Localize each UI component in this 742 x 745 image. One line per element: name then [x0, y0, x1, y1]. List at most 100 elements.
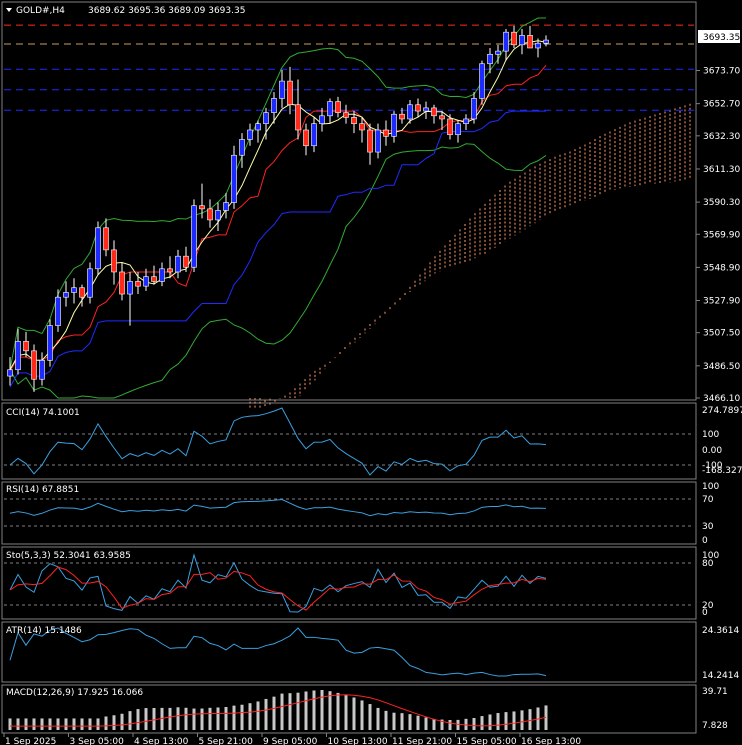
macd-pane-frame	[1, 684, 697, 734]
dropdown-arrow-icon[interactable]	[6, 8, 12, 12]
cci-line	[9, 407, 547, 476]
rsi-line	[9, 498, 547, 517]
sto-signal-line	[9, 566, 547, 611]
macd-histogram-bar	[512, 711, 516, 730]
macd-histogram-bar	[360, 700, 364, 730]
candle-body	[215, 210, 221, 221]
candle-body	[495, 50, 501, 55]
pane-tick-label: 100	[702, 551, 719, 561]
macd-histogram-bar	[400, 713, 404, 730]
candle-body	[175, 255, 181, 273]
candle-body	[407, 104, 413, 120]
macd-histogram-bar	[392, 712, 396, 730]
price-tick-label: 3673.70	[703, 67, 740, 77]
candle-body	[423, 107, 429, 112]
macd-histogram-bar	[456, 719, 460, 730]
current-price-label: 3693.35	[703, 33, 740, 43]
pane-tick-label: 0.00	[702, 446, 722, 456]
pane-tick-label: 39.71	[702, 687, 728, 697]
macd-histogram-bar	[496, 713, 500, 730]
candle-body	[543, 39, 549, 44]
price-tick-label: 3652.70	[703, 100, 740, 110]
price-tick-label: 3611.30	[703, 165, 740, 175]
bollinger-lower-line	[9, 143, 547, 399]
candle-body	[383, 129, 389, 137]
pane-tick-label: -100	[702, 461, 723, 471]
candle-body	[31, 350, 37, 380]
candle-body	[319, 115, 325, 124]
time-tick-label: 15 Sep 05:00	[457, 737, 517, 745]
macd-histogram-bar	[376, 707, 380, 730]
fast-ma-line	[9, 40, 547, 371]
pane-tick-label: 7.828	[702, 721, 728, 731]
macd-histogram-bar	[304, 691, 308, 730]
macd-histogram-bar	[144, 708, 148, 730]
candle-body	[79, 287, 85, 298]
candle-body	[255, 123, 261, 131]
macd-histogram-bar	[480, 716, 484, 730]
macd-histogram-bar	[8, 718, 12, 730]
macd-histogram-bar	[416, 715, 420, 730]
candle-body	[103, 227, 109, 251]
bollinger-upper-line	[9, 17, 546, 370]
cci-pane-frame	[1, 402, 697, 480]
candle-body	[223, 202, 229, 211]
candle-body	[135, 281, 141, 287]
candle-body	[87, 268, 93, 298]
time-tick-label: 4 Sep 13:00	[134, 737, 189, 745]
candle-body	[367, 129, 373, 153]
pane-tick-label: 274.7897	[702, 406, 742, 416]
price-tick-label: 3486.50	[703, 362, 740, 372]
candle-body	[303, 129, 309, 147]
candle-body	[519, 35, 525, 46]
time-tick-label: 3 Sep 05:00	[70, 737, 125, 745]
macd-histogram-bar	[296, 692, 300, 730]
macd-histogram-bar	[184, 707, 188, 730]
candle-body	[471, 98, 477, 120]
macd-histogram-bar	[264, 698, 268, 730]
price-tick-label: 3632.30	[703, 132, 740, 142]
macd-histogram-bar	[336, 692, 340, 730]
price-tick-label: 3507.50	[703, 329, 740, 339]
candle-body	[71, 287, 77, 293]
macd-histogram-bar	[328, 691, 332, 730]
macd-histogram-bar	[192, 708, 196, 730]
candle-body	[239, 139, 245, 156]
macd-histogram-bar	[272, 696, 276, 730]
pane-tick-label: -168.3273	[702, 466, 742, 476]
candle-body	[503, 31, 509, 52]
sto-pane-frame	[1, 546, 697, 620]
candle-body	[399, 113, 405, 120]
macd-histogram-bar	[56, 718, 60, 730]
macd-histogram-bar	[168, 707, 172, 730]
macd-histogram-bar	[248, 703, 252, 730]
macd-histogram-bar	[344, 695, 348, 730]
macd-histogram-bar	[72, 718, 76, 730]
atr-pane-frame	[1, 621, 697, 683]
macd-histogram-bar	[176, 707, 180, 730]
time-tick-label: 1 Sep 2025	[5, 737, 56, 745]
indicator-lines	[9, 17, 547, 399]
candle-body	[287, 80, 293, 106]
macd-histogram-bar	[504, 712, 508, 730]
candle-body	[191, 205, 197, 268]
macd-label: MACD(12,26,9) 17.925 16.066	[6, 688, 143, 698]
candle-body	[47, 325, 53, 361]
macd-histogram-bar	[408, 714, 412, 730]
macd-histogram-bar	[440, 719, 444, 730]
candle-body	[63, 292, 69, 298]
macd-histogram-bar	[32, 718, 36, 730]
candle-body	[535, 42, 541, 49]
candle-body	[463, 118, 469, 124]
macd-histogram-bar	[320, 690, 324, 730]
macd-histogram-bar	[96, 718, 100, 730]
main-pane-frame	[1, 1, 697, 401]
macd-histogram-bar	[488, 714, 492, 730]
candle-body	[279, 80, 285, 99]
macd-histogram-bar	[80, 718, 84, 730]
pane-tick-label: 100	[702, 430, 719, 440]
macd-histogram-bar	[224, 706, 228, 730]
candle-body	[447, 118, 453, 136]
candle-body	[95, 227, 101, 270]
